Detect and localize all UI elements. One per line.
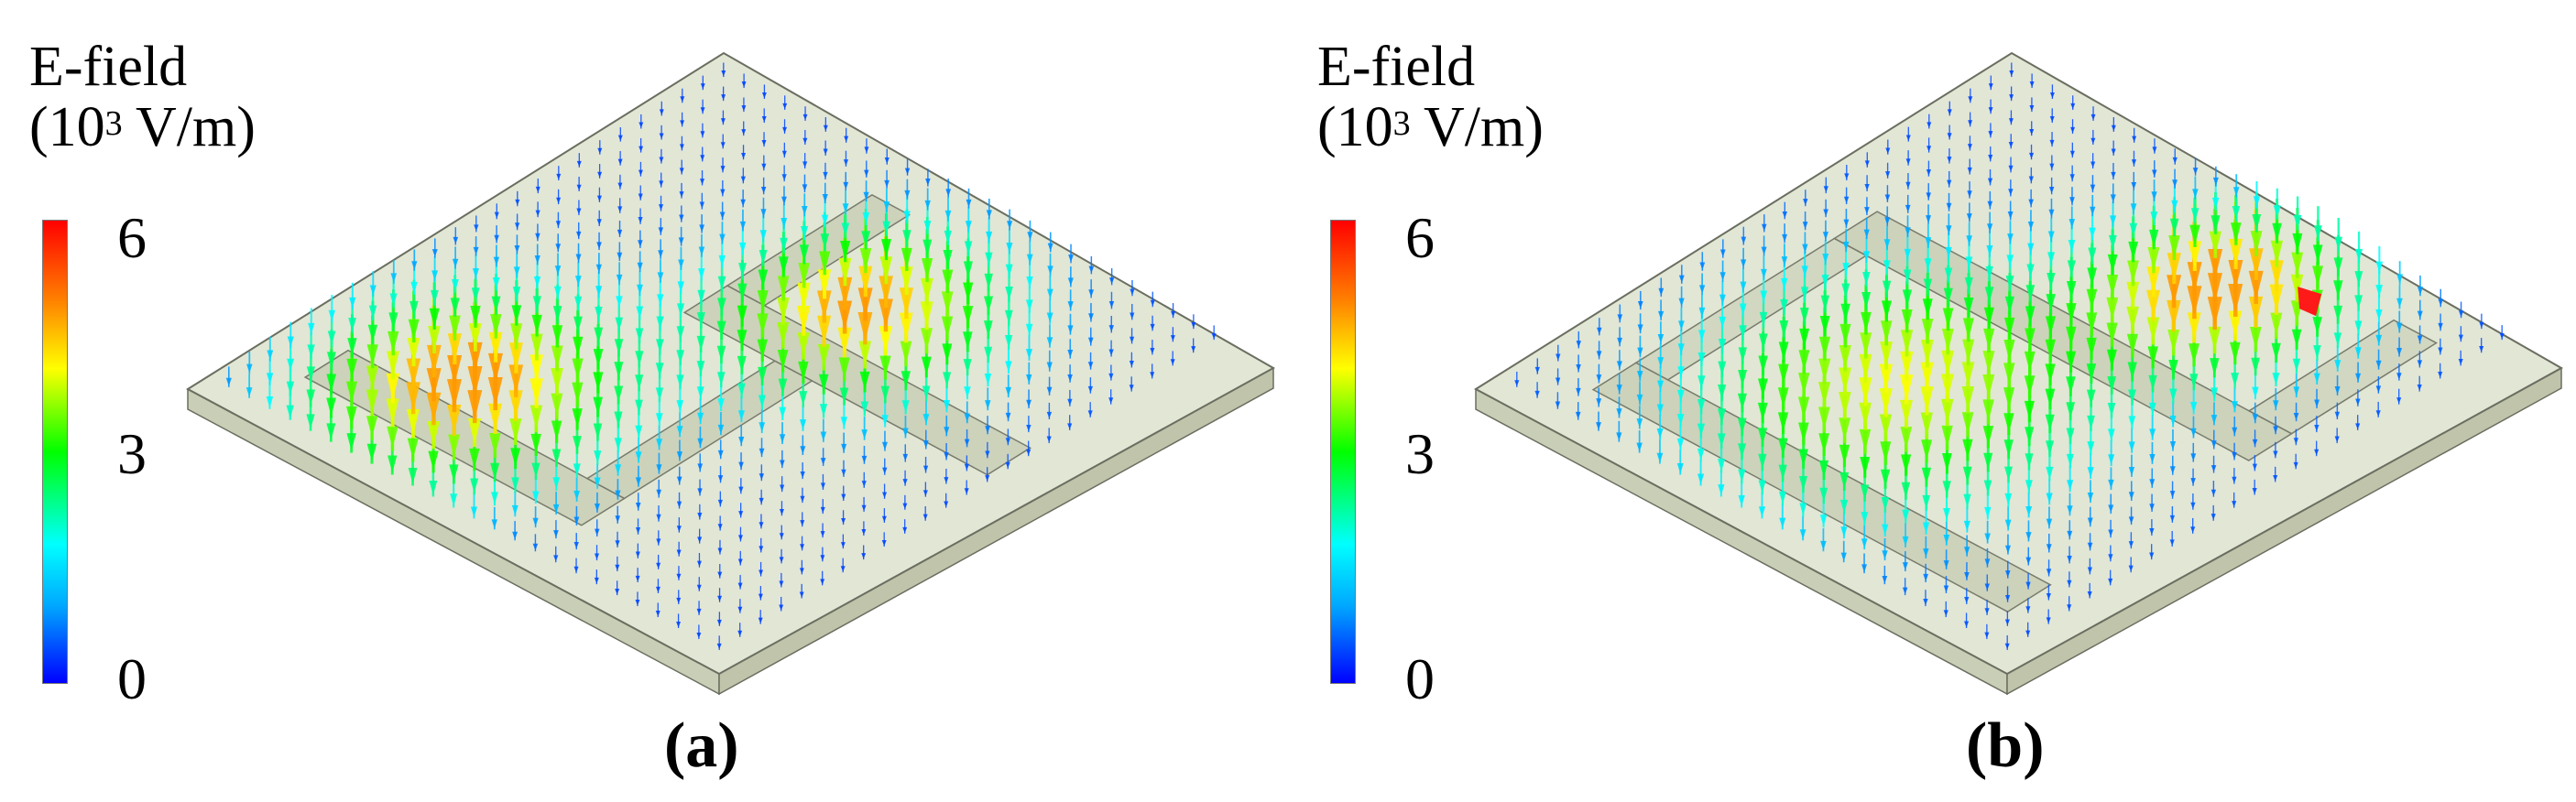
colorbar-tick-mid: 3 (1405, 421, 1435, 486)
panel-caption: (b) (1966, 710, 2045, 781)
panel-a: E-field (103 V/m) 6 3 0 (a) (29, 37, 1276, 781)
legend-title-quantity: E-field (29, 36, 188, 98)
colorbar-tick-mid: 3 (117, 421, 147, 486)
legend-title-quantity: E-field (1317, 36, 1476, 98)
colorbar-tick-min: 0 (1405, 646, 1435, 711)
colorbar-tick-max: 6 (117, 205, 147, 270)
panel-caption: (a) (664, 710, 739, 781)
field-vector-plot (1474, 51, 2564, 696)
legend-title: E-field (103 V/m) (1317, 37, 1544, 157)
colorbar (1330, 220, 1356, 684)
legend-title: E-field (103 V/m) (29, 37, 256, 157)
colorbar-tick-max: 6 (1405, 205, 1435, 270)
colorbar (42, 220, 68, 684)
legend-title-unit: (103 V/m) (1317, 96, 1544, 158)
legend-title-unit: (103 V/m) (29, 96, 256, 158)
colorbar-tick-min: 0 (117, 646, 147, 711)
field-vector-plot (186, 51, 1276, 696)
panel-b: E-field (103 V/m) 6 3 0 (b) (1288, 0, 2576, 802)
